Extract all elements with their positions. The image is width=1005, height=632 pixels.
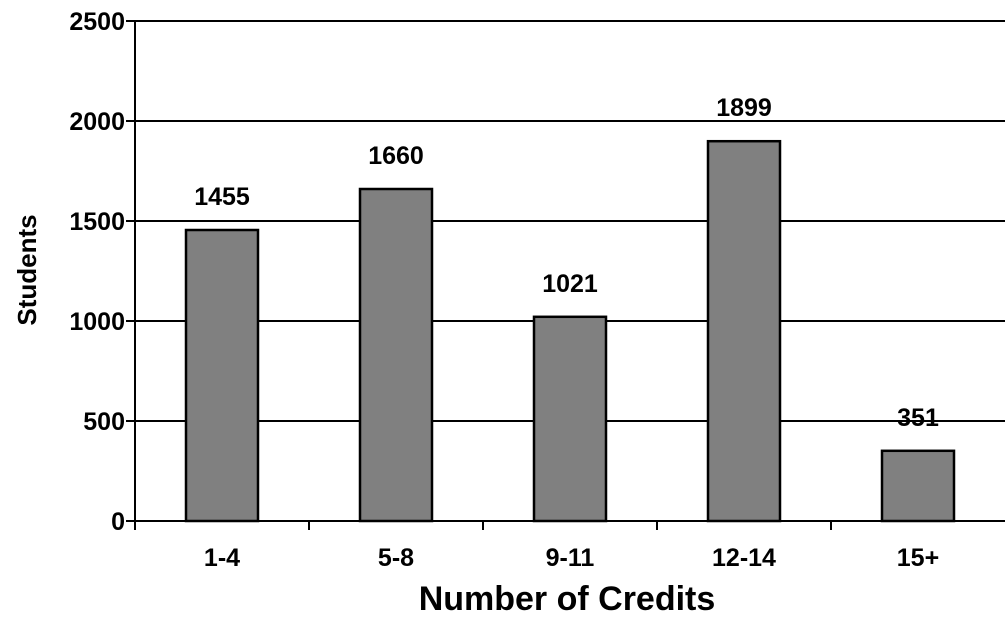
x-axis-title: Number of Credits — [419, 580, 716, 618]
data-labels: 1455 1660 1021 1899 351 — [194, 94, 939, 432]
y-tick-label: 2000 — [69, 108, 125, 136]
y-tick-label: 1500 — [69, 208, 125, 236]
x-tick-label: 5-8 — [378, 544, 414, 572]
bar-15+ — [880, 449, 956, 523]
gridlines — [135, 20, 1005, 422]
bar-1-4 — [184, 228, 260, 523]
x-tick-label: 15+ — [897, 544, 939, 572]
x-tick-label: 9-11 — [546, 544, 595, 572]
bar-12-14 — [706, 139, 782, 523]
data-label: 1021 — [542, 270, 598, 298]
y-tick-label: 500 — [83, 408, 125, 436]
y-tick-label: 1000 — [69, 308, 125, 336]
data-label: 1899 — [716, 94, 772, 122]
data-label: 1660 — [368, 142, 424, 170]
x-tick-label: 12-14 — [712, 544, 776, 572]
x-tick-label: 1-4 — [204, 544, 240, 572]
y-tick-label: 2500 — [69, 8, 125, 36]
y-tick-label: 0 — [111, 508, 125, 536]
y-axis-title: Students — [12, 214, 42, 325]
bar-9-11 — [532, 315, 608, 523]
bar-5-8 — [358, 187, 434, 523]
data-label: 351 — [897, 404, 939, 432]
axes — [134, 21, 1005, 522]
x-tick-labels: 1-4 5-8 9-11 12-14 15+ — [134, 521, 939, 572]
data-label: 1455 — [194, 183, 250, 211]
y-tick-labels: 0 500 1000 1500 2000 2500 — [69, 8, 135, 536]
bars — [184, 139, 956, 523]
